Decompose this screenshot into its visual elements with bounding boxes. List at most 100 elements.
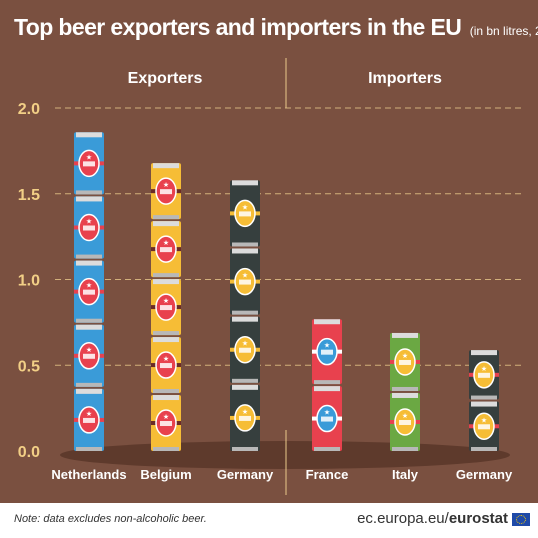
badge-label [83, 353, 95, 359]
badge-star-icon: ★ [86, 218, 92, 226]
can-lid [153, 337, 179, 343]
can-base [471, 447, 497, 451]
category-label: Italy [392, 467, 419, 482]
chart-unit: (in bn litres, 2021) [469, 24, 538, 38]
beer-can: ★ [151, 337, 181, 394]
eu-flag-icon [512, 513, 530, 526]
beer-can: ★ [230, 248, 260, 315]
badge-star-icon: ★ [402, 352, 408, 360]
beer-can: ★ [230, 316, 260, 383]
can-base [76, 190, 102, 195]
beer-can: ★ [469, 350, 499, 400]
bar-france-importers: ★★ [312, 319, 342, 451]
beer-can: ★ [390, 332, 420, 391]
beer-can: ★ [230, 384, 260, 451]
badge-star-icon: ★ [481, 416, 487, 424]
badge-label [160, 247, 172, 253]
source-link[interactable]: ec.europa.eu/eurostat [357, 510, 508, 527]
bar-italy-importers: ★★ [390, 332, 420, 451]
can-base [153, 447, 179, 451]
can-base [392, 447, 418, 451]
can-lid [232, 248, 258, 254]
source-brand: eurostat [448, 510, 508, 527]
beer-can: ★ [74, 388, 104, 451]
category-label: Germany [217, 467, 274, 482]
badge-label [83, 289, 95, 295]
badge-star-icon: ★ [242, 203, 248, 211]
can-base [153, 215, 179, 220]
can-lid [153, 221, 179, 227]
badge-star-icon: ★ [163, 413, 169, 421]
badge-label [321, 349, 333, 355]
badge-star-icon: ★ [324, 409, 330, 417]
can-lid [314, 319, 340, 325]
beer-can: ★ [151, 221, 181, 278]
badge-star-icon: ★ [86, 410, 92, 418]
badge-label [160, 189, 172, 195]
bar-germany-exporters: ★ ★ ★ ★ [230, 180, 260, 451]
badge-label [83, 225, 95, 231]
y-tick-label: 2.0 [18, 101, 40, 118]
can-base [76, 382, 102, 387]
can-base [314, 380, 340, 385]
beer-can: ★ [74, 196, 104, 259]
beer-can: ★ [312, 319, 342, 385]
can-lid [232, 384, 258, 390]
badge-star-icon: ★ [86, 346, 92, 354]
badge-star-icon: ★ [163, 355, 169, 363]
can-lid [153, 395, 179, 401]
can-lid [232, 316, 258, 322]
badge-star-icon: ★ [242, 408, 248, 416]
category-label: France [306, 467, 349, 482]
y-tick-label: 1.5 [18, 187, 40, 204]
group-label: Exporters [128, 70, 203, 87]
beer-can: ★ [151, 395, 181, 451]
badge-star-icon: ★ [163, 181, 169, 189]
beer-can: ★ [151, 163, 181, 220]
beer-can: ★ [469, 401, 499, 451]
bar-belgium-exporters: ★ ★ ★ ★ ★ [151, 163, 181, 451]
beer-can: ★ [151, 279, 181, 336]
badge-label [239, 211, 251, 217]
can-lid [392, 332, 418, 338]
bar-germany-importers: ★★ [469, 350, 499, 451]
badge-label [160, 421, 172, 427]
beer-can: ★ [74, 260, 104, 323]
can-lid [76, 132, 102, 138]
badge-star-icon: ★ [242, 272, 248, 280]
category-label: Netherlands [51, 467, 126, 482]
can-lid [76, 260, 102, 266]
can-lid [471, 350, 497, 356]
chart-title: Top beer exporters and importers in the … [14, 14, 462, 40]
can-base [471, 395, 497, 400]
can-lid [232, 180, 258, 186]
can-base [153, 331, 179, 336]
can-base [392, 386, 418, 391]
y-tick-label: 0.0 [18, 444, 40, 461]
beer-can: ★ [390, 392, 420, 451]
can-base [76, 447, 102, 451]
badge-star-icon: ★ [481, 365, 487, 373]
y-tick-label: 1.0 [18, 273, 40, 290]
badge-star-icon: ★ [402, 412, 408, 420]
badge-star-icon: ★ [324, 342, 330, 350]
can-lid [314, 386, 340, 392]
beer-can: ★ [74, 324, 104, 387]
can-base [232, 242, 258, 247]
can-lid [76, 324, 102, 330]
badge-star-icon: ★ [86, 153, 92, 161]
badge-label [239, 347, 251, 353]
badge-label [160, 363, 172, 369]
beer-can: ★ [312, 386, 342, 451]
can-base [314, 447, 340, 451]
can-lid [76, 196, 102, 202]
badge-label [83, 161, 95, 167]
can-lid [153, 163, 179, 169]
can-lid [153, 279, 179, 285]
badge-label [399, 359, 411, 365]
bar-netherlands-exporters: ★ ★ ★ ★ ★ [74, 132, 104, 451]
can-base [232, 378, 258, 383]
can-base [76, 254, 102, 259]
